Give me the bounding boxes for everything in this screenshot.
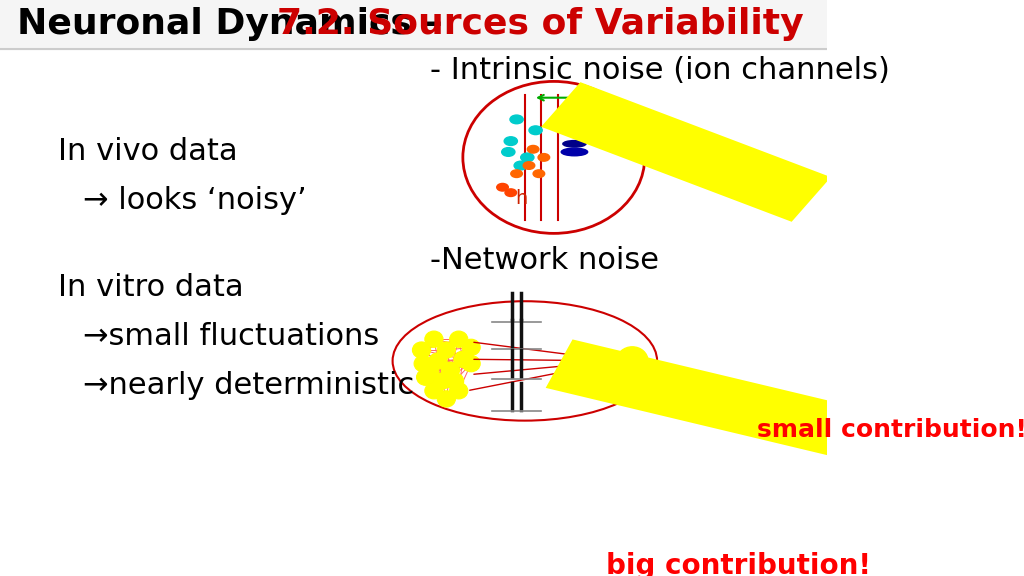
Circle shape <box>502 147 515 156</box>
Text: Na$^+$: Na$^+$ <box>603 127 650 150</box>
Circle shape <box>534 170 545 177</box>
Text: →small fluctuations: →small fluctuations <box>83 322 379 351</box>
Ellipse shape <box>561 148 588 156</box>
Circle shape <box>514 161 527 170</box>
Circle shape <box>538 154 550 161</box>
Text: In vitro data: In vitro data <box>58 273 244 302</box>
Ellipse shape <box>433 373 452 389</box>
Circle shape <box>505 189 516 196</box>
Circle shape <box>511 170 522 177</box>
Text: → looks ‘noisy’: → looks ‘noisy’ <box>83 186 306 215</box>
FancyBboxPatch shape <box>546 339 867 458</box>
Ellipse shape <box>441 362 460 378</box>
Ellipse shape <box>437 391 456 407</box>
Ellipse shape <box>413 342 431 358</box>
Ellipse shape <box>454 351 472 367</box>
Text: - Intrinsic noise (ion channels): - Intrinsic noise (ion channels) <box>430 56 890 85</box>
Text: h: h <box>515 188 527 207</box>
Ellipse shape <box>450 382 468 399</box>
Text: Neuronal Dynamics –: Neuronal Dynamics – <box>16 7 455 41</box>
Ellipse shape <box>417 369 435 385</box>
Text: →nearly deterministic: →nearly deterministic <box>83 371 414 400</box>
Ellipse shape <box>421 363 439 380</box>
Text: big contribution!: big contribution! <box>606 552 871 576</box>
Circle shape <box>529 126 542 135</box>
Ellipse shape <box>445 373 464 389</box>
Text: -Network noise: -Network noise <box>430 246 658 275</box>
Text: In vivo data: In vivo data <box>58 138 238 166</box>
Circle shape <box>614 358 624 364</box>
Ellipse shape <box>414 355 432 372</box>
Ellipse shape <box>462 355 480 372</box>
Circle shape <box>510 115 523 124</box>
Circle shape <box>504 137 517 146</box>
Text: small contribution!: small contribution! <box>757 418 1024 442</box>
Circle shape <box>497 183 508 191</box>
Ellipse shape <box>425 331 443 347</box>
Ellipse shape <box>450 331 468 347</box>
Bar <box>0 0 826 49</box>
Ellipse shape <box>437 342 456 358</box>
Ellipse shape <box>429 353 447 369</box>
Text: 7.2. Sources of Variability: 7.2. Sources of Variability <box>276 7 804 41</box>
Circle shape <box>523 162 535 169</box>
Circle shape <box>521 153 534 162</box>
Ellipse shape <box>616 347 648 375</box>
Ellipse shape <box>462 339 480 355</box>
Ellipse shape <box>563 141 586 147</box>
Circle shape <box>527 146 539 153</box>
FancyBboxPatch shape <box>541 82 830 222</box>
Ellipse shape <box>425 382 443 399</box>
